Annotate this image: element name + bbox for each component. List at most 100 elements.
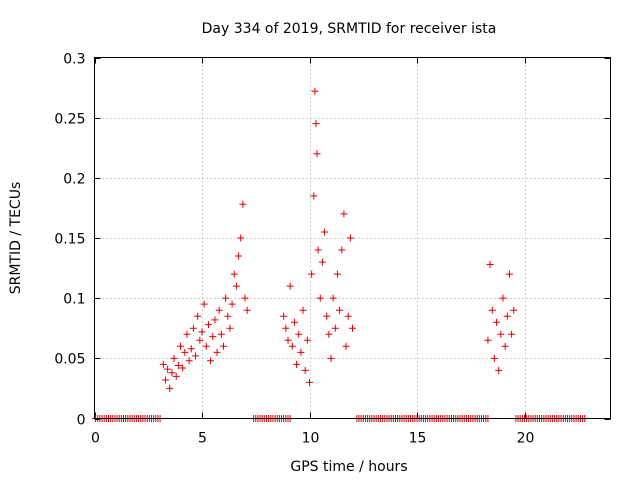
data-point bbox=[161, 376, 169, 384]
data-point bbox=[344, 312, 352, 320]
data-point bbox=[207, 357, 215, 365]
data-point bbox=[331, 324, 339, 332]
data-point bbox=[490, 354, 498, 362]
data-point bbox=[196, 336, 204, 344]
data-point bbox=[172, 372, 180, 380]
data-point bbox=[303, 336, 311, 344]
data-point bbox=[510, 306, 518, 314]
data-point bbox=[280, 312, 288, 320]
data-point bbox=[327, 354, 335, 362]
data-point bbox=[340, 210, 348, 218]
data-point bbox=[286, 282, 294, 290]
data-point bbox=[220, 342, 227, 350]
data-point bbox=[314, 246, 322, 254]
axis-ticks: 0 0.05 0.1 0.15 0.2 0.25 0.3 0 5 10 15 20 bbox=[54, 52, 611, 447]
data-point bbox=[204, 321, 212, 329]
data-point bbox=[243, 306, 251, 314]
data-point bbox=[499, 294, 507, 302]
data-point bbox=[194, 312, 202, 320]
data-point bbox=[508, 330, 516, 338]
x-tick-label: 15 bbox=[409, 431, 427, 447]
data-point bbox=[222, 294, 230, 302]
y-tick-label: 0.15 bbox=[54, 232, 85, 248]
data-point bbox=[318, 258, 326, 266]
data-point bbox=[299, 306, 307, 314]
data-point bbox=[166, 384, 174, 392]
data-point bbox=[505, 270, 513, 278]
data-point bbox=[174, 362, 182, 370]
data-point bbox=[310, 192, 318, 200]
data-point bbox=[168, 369, 176, 377]
y-axis-label: SRMTID / TECUs bbox=[8, 182, 24, 295]
data-point bbox=[189, 324, 197, 332]
y-tick-label: 0.3 bbox=[63, 52, 85, 68]
data-point bbox=[293, 360, 301, 368]
data-point bbox=[495, 366, 503, 374]
data-point bbox=[336, 306, 344, 314]
data-point bbox=[497, 330, 505, 338]
data-point bbox=[284, 336, 292, 344]
data-point bbox=[228, 300, 236, 308]
data-point bbox=[164, 365, 172, 373]
data-point bbox=[202, 342, 210, 350]
x-axis-label: GPS time / hours bbox=[290, 459, 407, 475]
data-point bbox=[338, 246, 346, 254]
x-tick-label: 0 bbox=[91, 431, 100, 447]
data-point bbox=[241, 294, 249, 302]
data-point bbox=[217, 330, 225, 338]
data-point bbox=[312, 120, 320, 128]
data-point bbox=[183, 330, 191, 338]
data-point bbox=[329, 294, 337, 302]
data-point bbox=[301, 366, 309, 374]
data-point bbox=[346, 234, 354, 242]
y-tick-label: 0.25 bbox=[54, 112, 85, 128]
data-point bbox=[306, 378, 313, 386]
x-tick-label: 5 bbox=[198, 431, 207, 447]
data-point bbox=[177, 342, 184, 350]
data-point bbox=[239, 200, 247, 208]
y-tick-label: 0.05 bbox=[54, 352, 85, 368]
data-point bbox=[170, 354, 178, 362]
data-point bbox=[313, 150, 321, 158]
plot-frame bbox=[94, 57, 611, 419]
data-point bbox=[209, 333, 217, 341]
data-point bbox=[181, 348, 189, 356]
data-point bbox=[311, 87, 319, 95]
data-point bbox=[187, 345, 195, 353]
data-point bbox=[200, 300, 208, 308]
data-point bbox=[290, 318, 298, 326]
data-point bbox=[232, 282, 240, 290]
data-point bbox=[198, 328, 206, 336]
data-point bbox=[484, 336, 492, 344]
x-tick-label: 20 bbox=[517, 431, 535, 447]
y-tick-label: 0.2 bbox=[63, 172, 85, 188]
data-point bbox=[235, 252, 243, 260]
data-point bbox=[192, 352, 200, 360]
data-point bbox=[488, 306, 496, 314]
data-point bbox=[224, 312, 232, 320]
data-point bbox=[325, 330, 333, 338]
data-point bbox=[230, 270, 238, 278]
data-point bbox=[501, 342, 509, 350]
data-point bbox=[323, 312, 331, 320]
data-points bbox=[92, 87, 589, 422]
data-point bbox=[295, 330, 303, 338]
data-point bbox=[349, 324, 356, 332]
data-point bbox=[211, 316, 219, 324]
data-point bbox=[342, 342, 350, 350]
data-point bbox=[308, 270, 316, 278]
y-tick-label: 0 bbox=[77, 413, 86, 429]
chart-title: Day 334 of 2019, SRMTID for receiver ist… bbox=[202, 21, 497, 37]
data-point bbox=[226, 324, 234, 332]
data-point bbox=[185, 357, 193, 365]
data-point bbox=[493, 318, 501, 326]
data-point bbox=[282, 324, 290, 332]
data-point bbox=[486, 260, 494, 268]
data-point bbox=[159, 360, 167, 368]
data-point bbox=[237, 234, 245, 242]
data-point bbox=[316, 294, 324, 302]
data-point bbox=[503, 312, 511, 320]
grid-lines bbox=[94, 57, 611, 419]
data-point bbox=[297, 348, 305, 356]
